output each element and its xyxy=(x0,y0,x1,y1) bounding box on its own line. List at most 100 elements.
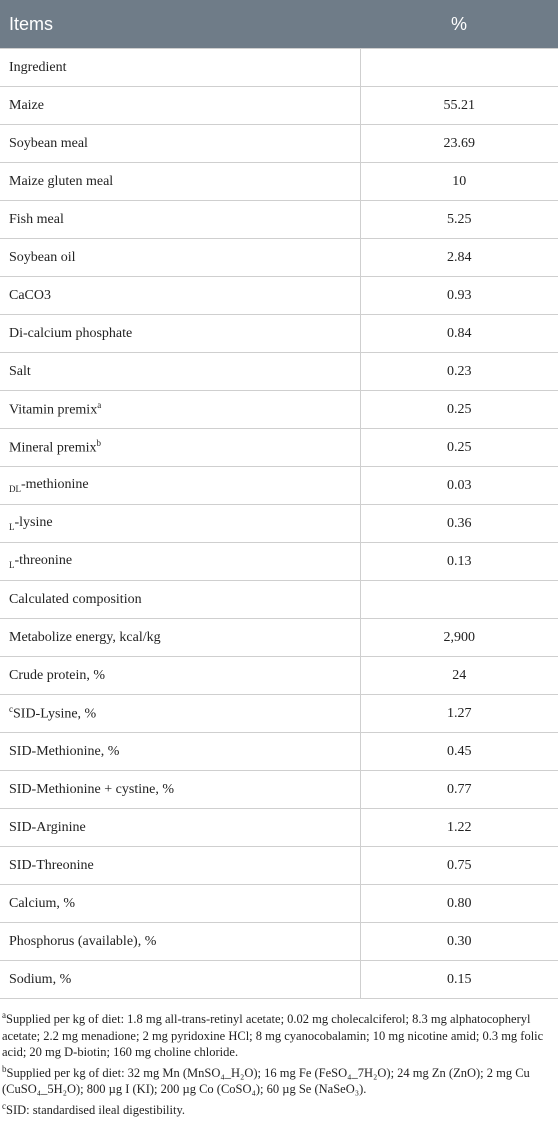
item-cell: Maize gluten meal xyxy=(0,162,361,201)
item-label: Di-calcium phosphate xyxy=(9,325,133,341)
item-cell: SID-Threonine xyxy=(0,846,361,885)
item-label: Calculated composition xyxy=(9,591,142,607)
item-cell: Vitamin premixa xyxy=(0,390,361,429)
item-cell: L-threonine xyxy=(0,542,361,581)
value-cell: 0.93 xyxy=(359,276,558,315)
value-cell: 2.84 xyxy=(359,238,558,277)
item-label: SID-Methionine + cystine, % xyxy=(9,781,174,797)
table-row: DL-methionine 0.03 xyxy=(0,466,558,505)
item-label: Soybean meal xyxy=(9,135,88,151)
item-cell: Metabolize energy, kcal/kg xyxy=(0,618,361,657)
item-label: Calcium, % xyxy=(9,895,76,911)
item-label: Soybean oil xyxy=(9,249,76,265)
footnote-mark: a xyxy=(2,1010,6,1020)
table-row: L-lysine 0.36 xyxy=(0,504,558,543)
item-cell: Soybean oil xyxy=(0,238,361,277)
item-cell: Mineral premixb xyxy=(0,428,361,467)
table-row: Fish meal 5.25 xyxy=(0,200,558,239)
value-cell: 55.21 xyxy=(359,86,558,125)
header-row: Items % xyxy=(0,0,558,49)
value-cell xyxy=(359,580,558,619)
item-label: Mineral premix xyxy=(9,440,97,456)
table-row: Di-calcium phosphate 0.84 xyxy=(0,314,558,353)
item-cell: SID-Methionine, % xyxy=(0,732,361,771)
value-cell: 0.23 xyxy=(359,352,558,391)
value-cell: 0.25 xyxy=(359,428,558,467)
table-row: SID-Threonine 0.75 xyxy=(0,846,558,885)
footnote-mark: b xyxy=(2,1063,7,1074)
footnote-mark: b xyxy=(96,438,101,449)
value-cell: 0.13 xyxy=(359,542,558,581)
item-cell: cSID-Lysine, % xyxy=(0,694,361,733)
value-cell: 23.69 xyxy=(359,124,558,163)
value-cell: 0.75 xyxy=(359,846,558,885)
table-row: Calcium, % 0.80 xyxy=(0,884,558,923)
table-row: Soybean oil 2.84 xyxy=(0,238,558,277)
item-label: Metabolize energy, kcal/kg xyxy=(9,629,161,645)
table-row: Ingredient xyxy=(0,48,558,87)
item-label: Phosphorus (available), % xyxy=(9,933,157,949)
table-row: Sodium, % 0.15 xyxy=(0,960,558,999)
item-cell: Fish meal xyxy=(0,200,361,239)
item-label: Maize gluten meal xyxy=(9,173,114,189)
table-row: Calculated composition xyxy=(0,580,558,619)
footnote-text: Supplied per kg of diet: 1.8 mg all-tran… xyxy=(2,1012,544,1060)
footnote: cSID: standardised ileal digestibility. xyxy=(2,1098,556,1119)
footnote-text: Supplied per kg of diet: 32 mg Mn (MnSO₄… xyxy=(2,1065,530,1097)
item-label: -lysine xyxy=(14,515,53,531)
table-row: Mineral premixb 0.25 xyxy=(0,428,558,467)
item-cell: CaCO3 xyxy=(0,276,361,315)
item-cell: Calculated composition xyxy=(0,580,361,619)
table-row: cSID-Lysine, % 1.27 xyxy=(0,694,558,733)
value-cell: 10 xyxy=(359,162,558,201)
item-cell: L-lysine xyxy=(0,504,361,543)
value-cell: 0.77 xyxy=(359,770,558,809)
table-row: Salt 0.23 xyxy=(0,352,558,391)
item-label: Maize xyxy=(9,97,44,113)
table-row: Soybean meal 23.69 xyxy=(0,124,558,163)
prefix: DL xyxy=(9,483,21,494)
value-cell: 1.27 xyxy=(359,694,558,733)
table-row: CaCO3 0.93 xyxy=(0,276,558,315)
item-cell: SID-Arginine xyxy=(0,808,361,847)
item-label: SID-Methionine, % xyxy=(9,743,120,759)
footnote-text: SID: standardised ileal digestibility. xyxy=(6,1102,186,1117)
item-label: Ingredient xyxy=(9,59,67,75)
table-row: Phosphorus (available), % 0.30 xyxy=(0,922,558,961)
value-cell: 0.80 xyxy=(359,884,558,923)
item-cell: Di-calcium phosphate xyxy=(0,314,361,353)
item-label: -methionine xyxy=(21,477,89,493)
item-cell: Maize xyxy=(0,86,361,125)
value-cell: 0.25 xyxy=(359,390,558,429)
item-label: Salt xyxy=(9,363,31,379)
table-row: Metabolize energy, kcal/kg 2,900 xyxy=(0,618,558,657)
value-cell: 1.22 xyxy=(359,808,558,847)
item-label: Sodium, % xyxy=(9,971,72,987)
footnote-mark: a xyxy=(97,400,102,411)
header-cell: Items xyxy=(0,0,360,49)
table-row: SID-Methionine + cystine, % 0.77 xyxy=(0,770,558,809)
value-cell: 0.36 xyxy=(359,504,558,543)
diet-table: Items % Ingredient Maize 55.21 Soybean meal… xyxy=(0,0,558,999)
item-cell: Salt xyxy=(0,352,361,391)
table-row: L-threonine 0.13 xyxy=(0,542,558,581)
value-cell: 2,900 xyxy=(359,618,558,657)
item-cell: Sodium, % xyxy=(0,960,361,999)
value-cell: 5.25 xyxy=(359,200,558,239)
item-label: SID-Lysine, % xyxy=(13,706,97,722)
value-cell: 0.15 xyxy=(359,960,558,999)
table-row: Maize 55.21 xyxy=(0,86,558,125)
item-label: Fish meal xyxy=(9,211,64,227)
table-row: SID-Arginine 1.22 xyxy=(0,808,558,847)
item-label: Crude protein, % xyxy=(9,667,106,683)
table-row: Maize gluten meal 10 xyxy=(0,162,558,201)
item-label: Vitamin premix xyxy=(9,402,98,418)
item-cell: Soybean meal xyxy=(0,124,361,163)
value-cell: 24 xyxy=(359,656,558,695)
prefix: L xyxy=(9,559,15,570)
item-label: SID-Threonine xyxy=(9,857,94,873)
item-cell: SID-Methionine + cystine, % xyxy=(0,770,361,809)
item-cell: Ingredient xyxy=(0,48,361,87)
footnote: bSupplied per kg of diet: 32 mg Mn (MnSO… xyxy=(2,1061,556,1098)
